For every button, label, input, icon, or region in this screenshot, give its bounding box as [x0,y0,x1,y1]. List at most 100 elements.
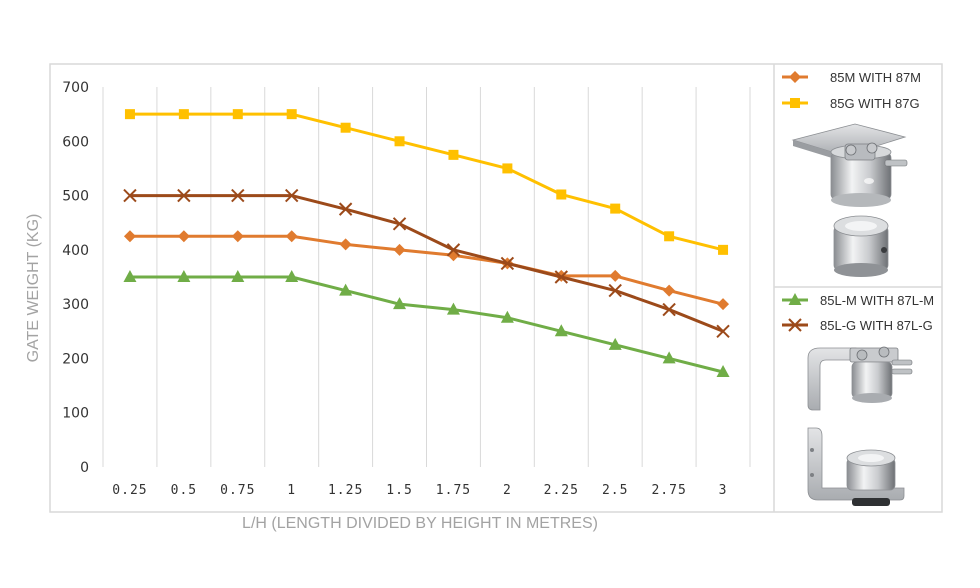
data-point [177,188,191,203]
x-marker-stroke [500,256,515,271]
y-tick-label: 300 [62,297,89,313]
data-point [663,284,676,297]
series-85l-g-with-87l-g [123,188,730,338]
gridlines [102,87,751,467]
legend-item-85m-with-87m: 85M WITH 87M [782,70,921,85]
hinge-85-87-image [791,123,908,277]
data-point [717,298,730,311]
data-point [124,109,135,120]
x-marker-stroke [788,318,802,332]
axes: 0 100 200 300 400 500 600 700 0.25 0.5 0.75 1 1.25 1.… [62,80,728,498]
data-point [285,188,299,203]
data-point [339,283,353,296]
y-tick-label: 200 [62,351,89,367]
legend-item-85l-g-with-87l-g: 85L-G WITH 87L-G [782,318,933,333]
legend-label: 85M WITH 87M [830,70,921,85]
series-lines [123,109,730,377]
legend-item-85g-with-87g: 85G WITH 87G [782,96,920,111]
data-point [446,243,461,257]
x-tick-label: 2.75 [651,483,686,498]
data-point [286,109,297,120]
x-marker-stroke [285,188,299,203]
data-point [177,230,190,243]
x-marker-stroke [392,217,407,231]
x-tick-label: 2.25 [544,483,579,498]
data-point [446,302,460,315]
data-point [285,270,299,282]
x-marker-stroke [662,302,676,317]
data-point [177,270,191,282]
series-85g-with-87g [124,109,729,255]
data-point [609,269,622,282]
series-85l-m-with-87l-m [123,270,730,377]
series-line [129,234,724,306]
data-point [662,302,676,317]
x-marker-stroke [716,324,730,338]
data-point [123,230,136,243]
x-tick-label: 0.75 [220,483,255,498]
data-point [502,163,513,174]
y-axis-title: GATE WEIGHT (KG) [25,214,42,363]
data-point [393,243,406,256]
data-point [500,256,515,271]
y-tick-label: 400 [62,243,89,259]
data-point [392,217,407,231]
chart-frame [49,63,943,513]
x-tick-label: 2 [503,483,512,498]
data-point [231,230,244,243]
x-tick-label: 3 [719,483,728,498]
legend-marker [790,98,800,108]
data-point [556,189,567,200]
data-point [393,297,407,310]
x-marker-stroke [338,202,353,216]
data-point [716,365,730,377]
data-point [662,351,676,364]
data-point [554,324,568,337]
data-point [231,188,245,203]
x-axis-title: L/H (LENGTH DIVIDED BY HEIGHT IN METRES) [242,515,598,532]
data-point [500,310,514,323]
data-point [231,270,245,282]
legend-item-85l-m-with-87l-m: 85L-M WITH 87L-M [782,293,934,308]
data-point [338,202,353,216]
data-point [608,337,622,350]
x-tick-label: 1 [287,483,296,498]
x-tick-label: 2.5 [602,483,628,498]
legend-marker [788,318,802,332]
data-point [394,136,405,147]
x-marker-stroke [231,188,245,203]
series-line [129,112,724,252]
x-tick-label: 1.5 [386,483,412,498]
series-line [129,275,724,374]
legend-marker [789,71,801,83]
data-point [123,188,137,203]
x-tick-label: 0.25 [112,483,147,498]
legend-label: 85L-M WITH 87L-M [820,293,934,308]
x-marker-stroke [123,188,137,203]
hinge-85l-87l-image [807,346,913,506]
x-tick-label: 1.75 [436,483,471,498]
legend: 85M WITH 87M 85G WITH 87G 85L-M WITH 87L-M… [782,70,934,333]
series-line [129,194,724,333]
y-tick-label: 0 [80,460,89,476]
data-point [232,109,243,120]
x-marker-stroke [446,243,461,257]
y-tick-label: 500 [62,189,89,205]
data-point [554,270,568,284]
legend-label: 85L-G WITH 87L-G [820,318,933,333]
data-point [610,203,621,214]
data-point [716,324,730,338]
data-point [448,149,459,160]
y-tick-label: 600 [62,134,89,150]
data-point [340,122,351,133]
data-point [718,244,729,255]
data-point [123,270,137,282]
y-tick-label: 700 [62,80,89,96]
data-point [664,231,675,242]
legend-marker [788,293,802,305]
data-point [178,109,189,120]
y-tick-label: 100 [62,406,89,422]
x-marker-stroke [608,283,622,298]
x-marker-stroke [177,188,191,203]
